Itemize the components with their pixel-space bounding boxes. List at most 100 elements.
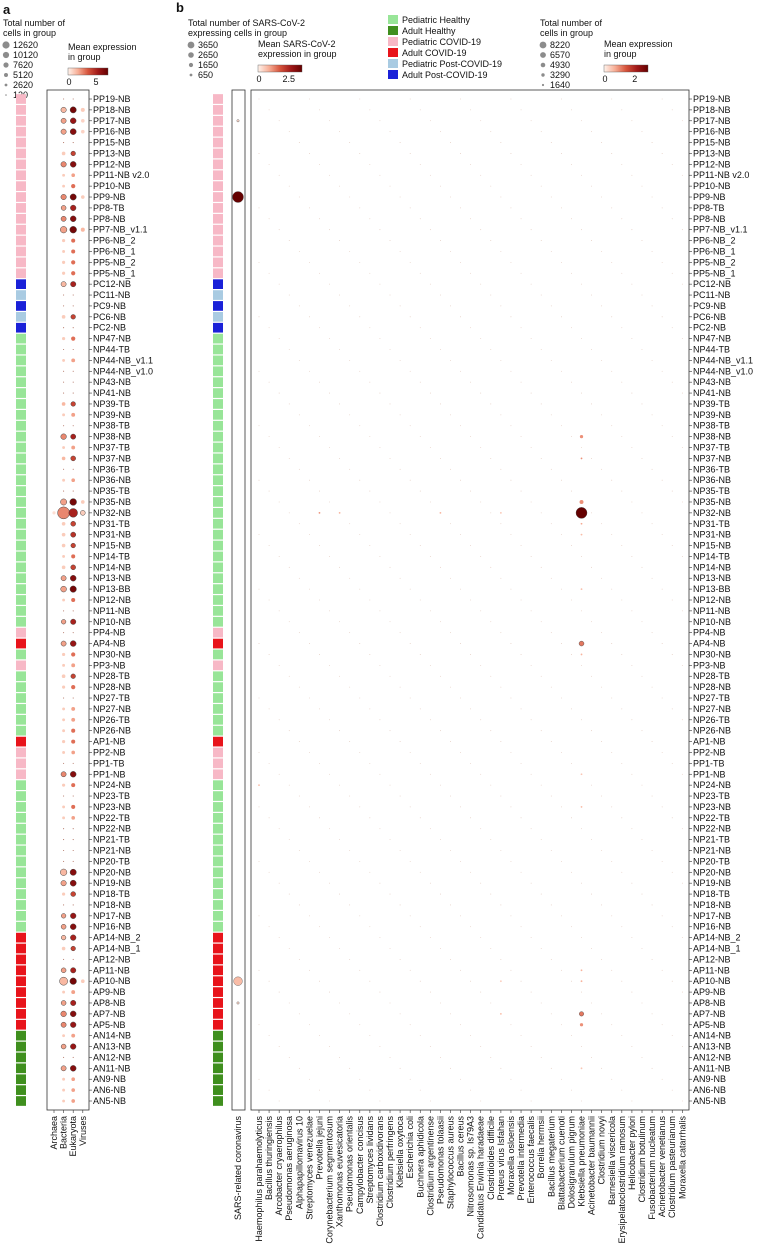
dot-background bbox=[520, 654, 522, 655]
dot-background bbox=[278, 1100, 280, 1102]
row-label: NP31-NB bbox=[693, 530, 731, 540]
dot-bacteria bbox=[60, 640, 67, 647]
dot-background bbox=[268, 1089, 270, 1091]
dot-background bbox=[631, 937, 633, 939]
dot-background bbox=[560, 98, 562, 100]
group-strip-cell bbox=[16, 921, 26, 932]
group-strip-cell bbox=[213, 834, 223, 845]
dot-background bbox=[560, 969, 562, 971]
dot-background bbox=[631, 1100, 633, 1102]
dot-background bbox=[571, 980, 572, 982]
row-label: NP19-NB bbox=[93, 878, 131, 888]
dot-eukaryota bbox=[70, 1065, 77, 1072]
dot-bacteria bbox=[60, 868, 68, 876]
dot-background bbox=[288, 730, 290, 732]
col-label: Helicobacter pylori bbox=[627, 1116, 637, 1190]
dot-bacteria bbox=[60, 226, 68, 234]
dot-bacteria bbox=[580, 457, 583, 460]
row-label: PP13-NB bbox=[693, 148, 731, 158]
row-label: NP35-NB bbox=[93, 497, 131, 507]
panel-label-b: b bbox=[176, 0, 184, 15]
dot-bacteria bbox=[60, 1043, 67, 1050]
dot-background bbox=[641, 784, 643, 786]
dot-background bbox=[319, 327, 320, 329]
dot-background bbox=[671, 762, 673, 764]
dot-background bbox=[369, 163, 371, 165]
dot-eukaryota bbox=[71, 445, 76, 450]
dot-background bbox=[440, 1057, 441, 1058]
group-strip-cell bbox=[213, 802, 223, 812]
row-label: AP14-NB_1 bbox=[93, 944, 141, 954]
dot-background bbox=[671, 926, 673, 928]
dot-bacteria bbox=[60, 433, 67, 440]
dot-background bbox=[339, 566, 341, 568]
dot-background bbox=[621, 762, 623, 764]
dot-background bbox=[339, 403, 341, 405]
dot-background bbox=[389, 948, 391, 949]
dot-background bbox=[530, 501, 532, 503]
dot-background bbox=[651, 741, 653, 742]
row-label: NP13-NB bbox=[93, 573, 131, 583]
dot-background bbox=[450, 196, 451, 198]
dot-background bbox=[329, 773, 330, 775]
dot-eukaryota bbox=[71, 554, 76, 559]
dot-background bbox=[339, 621, 341, 623]
dot-background bbox=[611, 534, 613, 536]
dot-background bbox=[440, 131, 441, 133]
dot-background bbox=[631, 610, 633, 612]
dot-bacteria bbox=[61, 521, 66, 526]
dot-background bbox=[359, 370, 361, 372]
dot-background bbox=[671, 218, 673, 220]
dot-background bbox=[530, 882, 532, 884]
dot-background bbox=[560, 1078, 562, 1080]
group-strip-cell bbox=[213, 203, 223, 213]
dot-background bbox=[440, 185, 441, 187]
row-label: PP3-NB bbox=[693, 660, 726, 670]
dot-background bbox=[419, 980, 421, 982]
dot-bacteria bbox=[62, 663, 66, 667]
dot-background bbox=[681, 828, 683, 830]
dot-background bbox=[389, 403, 391, 405]
dot-background bbox=[258, 806, 260, 808]
dot-background bbox=[480, 828, 482, 830]
dot-background bbox=[278, 610, 280, 612]
dot-background bbox=[63, 468, 65, 470]
dot-background bbox=[591, 1002, 592, 1004]
dot-background bbox=[298, 1067, 300, 1069]
dot-background bbox=[379, 1100, 381, 1102]
dot-background bbox=[641, 185, 643, 187]
row-label: PC11-NB bbox=[693, 290, 730, 300]
row-label: NP28-TB bbox=[93, 671, 130, 681]
dot-background bbox=[530, 447, 532, 448]
row-label: NP38-NB bbox=[693, 432, 731, 442]
dot-background bbox=[671, 980, 673, 982]
row-label: NP15-NB bbox=[693, 541, 731, 551]
dot-background bbox=[409, 588, 411, 590]
group-strip-cell bbox=[16, 529, 26, 540]
dot-background bbox=[490, 240, 492, 241]
dot-background bbox=[329, 283, 330, 285]
dot-background bbox=[520, 926, 522, 928]
dot-background bbox=[520, 980, 522, 982]
row-label: PP16-NB bbox=[693, 127, 731, 137]
group-strip-cell bbox=[213, 736, 223, 747]
col-label: Enterococcus faecalis bbox=[526, 1116, 536, 1204]
group-strip-cell bbox=[16, 627, 26, 638]
group-strip-cell bbox=[16, 943, 26, 954]
group-strip-cell bbox=[213, 638, 223, 649]
group-strip-cell bbox=[213, 366, 223, 377]
group-strip-cell bbox=[213, 845, 223, 856]
row-label: PP5-NB_2 bbox=[93, 257, 136, 267]
dot-background bbox=[581, 338, 582, 340]
row-label: NP11-NB bbox=[693, 606, 730, 616]
dot-background bbox=[530, 120, 532, 122]
dot-background bbox=[641, 458, 643, 459]
dot-background bbox=[429, 610, 431, 612]
row-label: NP35-NB bbox=[693, 497, 731, 507]
group-strip-cell bbox=[16, 105, 26, 115]
dot-background bbox=[329, 610, 330, 612]
group-strip-cell bbox=[16, 257, 26, 268]
group-strip-cell bbox=[213, 758, 223, 769]
row-label: AN6-NB bbox=[693, 1085, 726, 1095]
dot-background bbox=[681, 392, 683, 394]
